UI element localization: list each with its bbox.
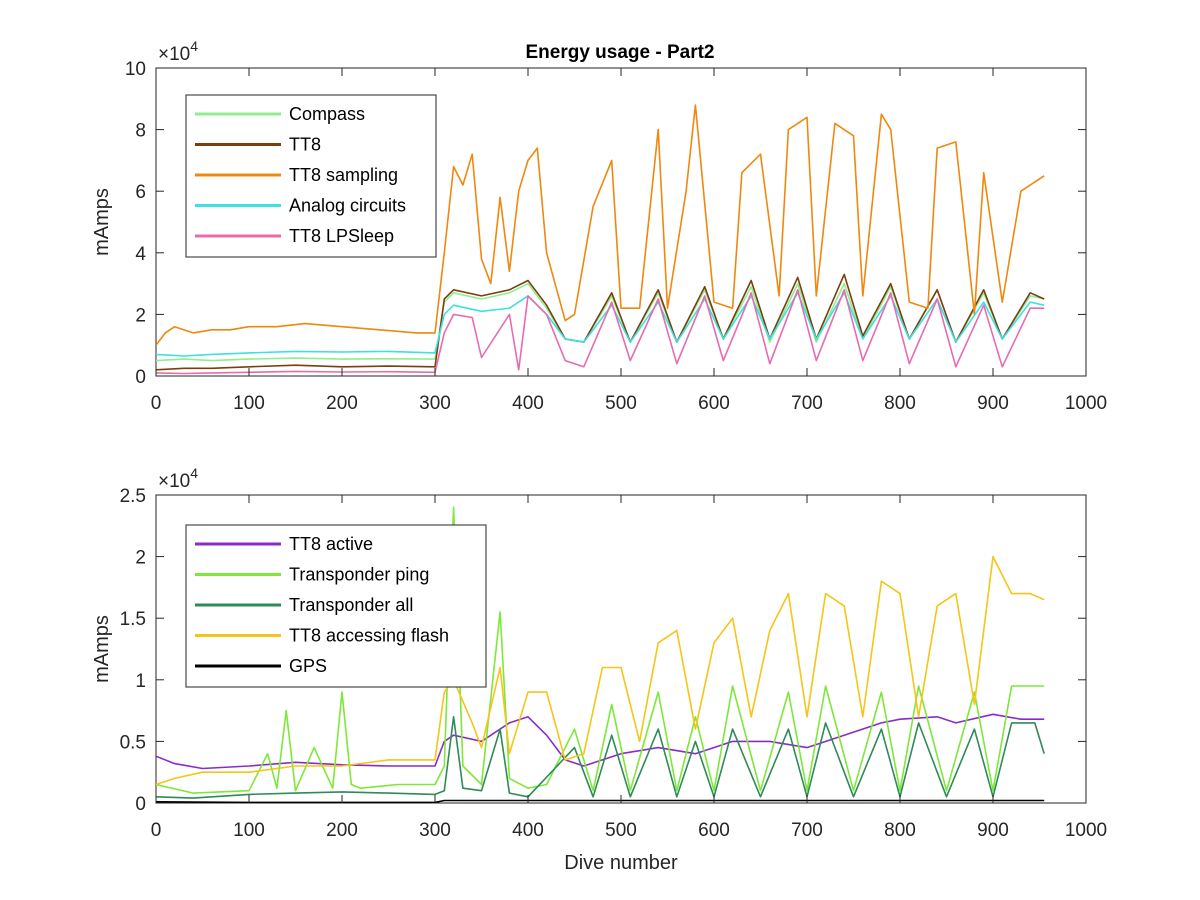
legend-entry-tt8-sampling: TT8 sampling <box>195 165 398 185</box>
series-group <box>156 104 1045 375</box>
y-tick-label: 1.5 <box>120 609 146 630</box>
top-plot-energy-usage: 0 100 200 300 400 500 600 700 800 900 10000246810×… <box>91 38 1107 414</box>
x-tick-label: 900 <box>977 393 1009 414</box>
legend-label: TT8 accessing flash <box>289 626 449 646</box>
legend-label: TT8 <box>289 135 321 155</box>
y-tick-label: 0 <box>135 367 146 388</box>
legend-label: TT8 active <box>289 534 373 554</box>
x-tick-label: 500 <box>605 820 637 841</box>
x-tick-label: 100 <box>233 393 265 414</box>
legend-entry-tt8-accessing-flash: TT8 accessing flash <box>195 626 449 646</box>
x-tick-label: 600 <box>698 393 730 414</box>
y-axis-label: mAmps <box>91 188 113 256</box>
y-axis-multiplier-exponent: 4 <box>190 38 198 54</box>
series-line-transponder-ping <box>156 506 1045 794</box>
x-tick-label: 0 <box>151 393 162 414</box>
legend-label: Analog circuits <box>289 196 406 216</box>
legend-label: Transponder all <box>289 595 413 615</box>
y-axis-multiplier-exponent: 4 <box>190 465 198 481</box>
x-tick-label: 100 <box>233 820 265 841</box>
series-line-gps <box>156 799 1045 803</box>
bottom-plot-energy-usage: 0 100 200 300 400 500 600 700 800 900 1000 0 0.5 1 1.5… <box>91 465 1107 874</box>
legend-label: TT8 LPSleep <box>289 226 394 246</box>
x-tick-label: 800 <box>884 820 916 841</box>
y-tick-label: 2 <box>135 548 146 569</box>
y-tick-label: 1 <box>135 671 146 692</box>
legend-label: Compass <box>289 104 365 124</box>
legend-entry-transponder-ping: Transponder ping <box>195 565 429 585</box>
series-group <box>156 506 1045 803</box>
y-tick-label: 6 <box>135 182 146 203</box>
series-line-tt8-lpsleep <box>156 288 1045 375</box>
legend-entry-gps: GPS <box>195 656 327 676</box>
x-tick-label: 700 <box>791 393 823 414</box>
series-line-transponder-all <box>156 715 1045 799</box>
y-tick-label: 8 <box>135 121 146 142</box>
legend: Compass TT8 TT8 sampling Analog circuits TT8… <box>185 94 437 258</box>
legend-entry-compass: Compass <box>195 104 365 124</box>
legend-entry-tt8-active: TT8 active <box>195 534 373 554</box>
y-tick-label: 2 <box>135 305 146 326</box>
legend-entry-analog-circuits: Analog circuits <box>195 196 406 216</box>
x-axis-label: Dive number <box>564 852 678 874</box>
figure-title: Energy usage - Part2 <box>525 42 714 63</box>
series-line-tt8-accessing-flash <box>156 555 1045 786</box>
legend-entry-tt8: TT8 <box>195 135 321 155</box>
y-tick-label: 0.5 <box>120 732 146 753</box>
x-tick-label: 400 <box>512 820 544 841</box>
legend-entry-transponder-all: Transponder all <box>195 595 413 615</box>
x-tick-label: 400 <box>512 393 544 414</box>
series-line-tt8 <box>156 273 1045 371</box>
x-tick-label: 200 <box>326 393 358 414</box>
x-tick-label: 300 <box>419 393 451 414</box>
series-line-tt8-sampling <box>156 104 1045 346</box>
y-tick-label: 10 <box>125 59 146 80</box>
legend-label: TT8 sampling <box>289 165 398 185</box>
legend-entry-tt8-lpsleep: TT8 LPSleep <box>195 226 394 246</box>
legend-label: GPS <box>289 656 327 676</box>
y-tick-label: 4 <box>135 244 146 265</box>
y-tick-label: 0 <box>135 794 146 815</box>
x-tick-label: 200 <box>326 820 358 841</box>
x-tick-label: 1000 <box>1065 820 1107 841</box>
x-tick-label: 600 <box>698 820 730 841</box>
x-tick-label: 900 <box>977 820 1009 841</box>
x-tick-label: 300 <box>419 820 451 841</box>
y-axis-label: mAmps <box>91 615 113 683</box>
x-tick-label: 700 <box>791 820 823 841</box>
legend: TT8 active Transponder ping Transponder al… <box>185 524 487 688</box>
x-tick-label: 800 <box>884 393 916 414</box>
x-tick-label: 1000 <box>1065 393 1107 414</box>
legend-label: Transponder ping <box>289 565 429 585</box>
series-line-analog-circuits <box>156 291 1045 357</box>
x-tick-label: 500 <box>605 393 637 414</box>
y-tick-label: 2.5 <box>120 486 146 507</box>
x-tick-label: 0 <box>151 820 162 841</box>
